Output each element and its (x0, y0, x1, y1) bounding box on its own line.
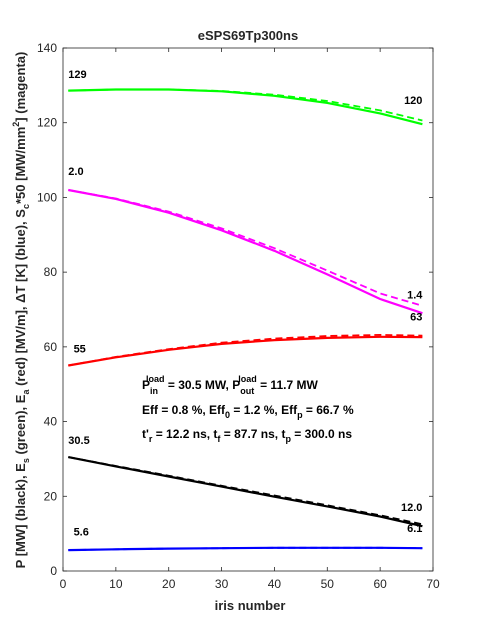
data-label: 129 (68, 69, 86, 81)
power-annotation: Pinload = 30.5 MW, Poutload = 11.7 MW (142, 374, 318, 396)
plot-area (62, 47, 434, 572)
chart-title: eSPS69Tp300ns (198, 28, 298, 43)
series-line-5 (68, 333, 423, 367)
y-tick-label: 0 (50, 564, 57, 578)
y-tick-label: 80 (44, 265, 58, 279)
series-line-9 (68, 546, 423, 551)
x-tick-label: 10 (109, 577, 123, 591)
y-tick-label: 140 (37, 41, 57, 55)
y-tick-label: 60 (44, 340, 58, 354)
data-label: 30.5 (68, 435, 89, 447)
series-line-7 (68, 456, 423, 526)
x-tick-label: 50 (321, 577, 335, 591)
y-axis-label: P [MW] (black), Es (green), Ea (red) [MV… (11, 52, 31, 569)
x-tick-label: 0 (60, 577, 67, 591)
end-labels-layer: 129 120 2.0 1.4 63 55 30.5 12.0 6.1 5.6 (68, 69, 423, 539)
series-layer (68, 88, 423, 552)
series-line-3 (68, 189, 423, 307)
data-label: 1.4 (407, 289, 423, 301)
data-label: 5.6 (74, 527, 89, 539)
ticks-layer: 0 10 20 30 40 50 60 70 0 20 40 60 80 100 120 140 (37, 41, 440, 591)
time-annotation: t'r = 12.2 ns, tf = 87.7 ns, tp = 300.0 … (142, 427, 352, 444)
data-label: 63 (410, 312, 422, 324)
data-label: 55 (74, 343, 86, 355)
x-tick-label: 40 (268, 577, 282, 591)
y-tick-label: 100 (37, 190, 57, 204)
x-axis-label: iris number (215, 598, 286, 613)
y-tick-label: 40 (44, 415, 58, 429)
data-label: 6.1 (407, 523, 422, 535)
efficiency-annotation: Eff = 0.8 %, Eff0 = 1.2 %, Effp = 66.7 % (142, 403, 354, 420)
data-label: 12.0 (401, 502, 422, 514)
series-line-1 (68, 88, 423, 122)
x-tick-label: 60 (373, 577, 387, 591)
data-label: 120 (404, 95, 422, 107)
x-tick-label: 20 (162, 577, 176, 591)
y-tick-label: 120 (37, 116, 57, 130)
x-tick-label: 30 (215, 577, 229, 591)
data-label: 2.0 (68, 166, 83, 178)
x-tick-label: 70 (426, 577, 440, 591)
y-tick-label: 20 (44, 489, 58, 503)
